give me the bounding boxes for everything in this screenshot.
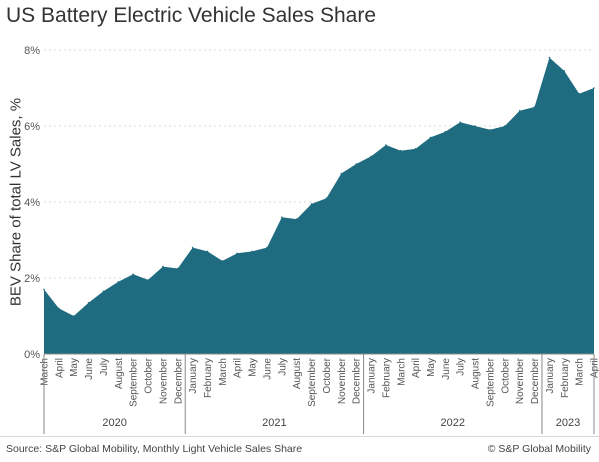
footer-divider [0,436,599,437]
data-point [310,203,313,205]
y-tick-label: 8% [24,45,40,57]
x-tick-label: March [575,358,586,386]
data-point [593,87,595,89]
data-point [414,148,417,150]
x-tick-label: November [515,357,526,404]
x-tick-label: July [99,358,110,376]
x-tick-label: December [173,357,184,404]
data-point [251,250,253,253]
data-point [518,110,521,112]
data-point [385,144,387,146]
data-point [102,290,105,293]
x-tick-label: February [381,358,392,398]
x-tick-label: June [262,358,273,380]
data-point [117,281,120,283]
x-tick-label: June [84,358,95,380]
x-tick-label: April [411,358,422,378]
y-tick-label: 6% [24,121,40,133]
x-tick-label: August [471,358,482,389]
data-point [281,216,283,218]
data-point [533,106,536,108]
data-point [474,125,476,127]
x-tick-label: February [560,358,571,398]
x-tick-label: September [485,357,496,407]
data-point [147,279,149,281]
x-tick-label: March [40,358,51,386]
year-group-labels: 2020 2021 2022 2023 [43,353,595,434]
data-point [489,129,491,131]
x-tick-label: February [203,358,214,398]
source-note: Source: S&P Global Mobility, Monthly Lig… [6,443,303,455]
x-tick-label: April [54,358,65,378]
data-point [355,163,357,165]
x-tick-label: August [292,358,303,389]
x-tick-label: March [218,358,229,386]
area-series [43,56,595,354]
x-tick-label: December [352,357,363,404]
x-tick-label: March [396,358,407,386]
data-point [399,149,402,152]
x-tick-label: September [307,357,318,407]
data-point [444,130,447,133]
y-tick-label: 2% [24,273,40,285]
x-tick-label: May [248,358,259,377]
data-point [58,307,60,310]
data-point [429,136,432,139]
x-tick-label: July [456,358,467,376]
year-label: 2023 [556,417,580,429]
data-point [340,172,343,175]
x-tick-label: August [114,358,125,389]
x-tick-label: May [69,358,80,377]
data-point [325,197,328,199]
data-point [504,125,506,127]
x-tick-label: November [158,357,169,404]
x-tick-label: October [322,357,333,393]
data-point [72,315,75,317]
year-label: 2020 [102,417,126,429]
x-tick-label: October [500,357,511,393]
data-point [578,92,580,95]
data-point [87,301,90,304]
x-tick-label: July [277,358,288,376]
copyright-note: © S&P Global Mobility [487,443,591,455]
x-tick-label: January [545,358,556,394]
x-tick-label: September [129,357,140,407]
data-point [162,265,164,268]
x-tick-label: April [233,358,244,378]
data-point [370,155,372,158]
x-tick-label: June [441,358,452,380]
data-point [221,260,224,262]
y-tick-labels: 0% 2% 4% 6% 8% [24,45,40,361]
data-point [563,70,566,72]
data-point [548,56,551,59]
x-tick-labels: March April May June July August September Octo… [40,357,599,407]
chart-title: US Battery Electric Vehicle Sales Share [6,4,377,27]
x-tick-label: November [337,357,348,404]
x-tick-label: January [367,358,378,394]
data-point [206,250,209,253]
data-point [236,252,239,255]
year-label: 2021 [262,417,286,429]
y-tick-label: 4% [24,197,40,209]
data-point [132,273,134,276]
bev-share-area [44,57,594,354]
x-tick-label: January [188,358,199,394]
year-label: 2022 [441,417,465,429]
data-point [176,267,179,270]
data-point [459,121,462,123]
data-point [191,246,194,249]
data-point [295,218,298,220]
bev-share-area-chart: 0%2%4%6%8% March April May June July August Se… [24,45,599,434]
x-tick-label: May [426,358,437,377]
data-point [266,246,268,249]
data-point [43,288,45,291]
x-tick-label: October [144,357,155,393]
y-tick-label: 0% [24,349,40,361]
x-tick-label: December [530,357,541,404]
